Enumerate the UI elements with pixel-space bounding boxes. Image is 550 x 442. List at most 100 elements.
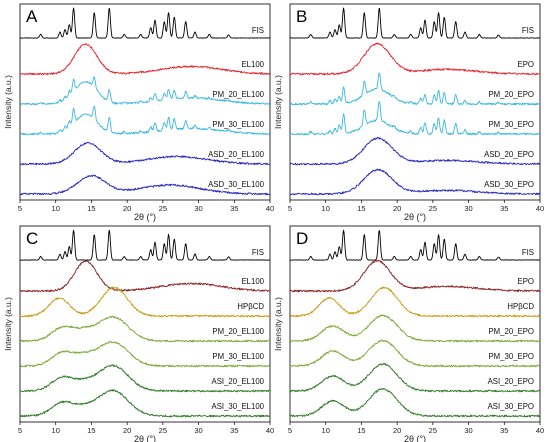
series-line-asd-20-epo: [289, 136, 541, 166]
series-line-epo: [289, 42, 541, 76]
series-label: HPβCD: [507, 302, 534, 311]
x-tick-label: 25: [429, 204, 437, 213]
series-label: PM_20_EL100: [212, 327, 264, 336]
x-tick-label: 40: [266, 426, 274, 435]
series-line-fis: [19, 229, 271, 261]
series-label: ASD_30_EPO: [484, 180, 534, 189]
series-label: ASD_30_EL100: [208, 180, 265, 189]
x-tick-label: 35: [500, 426, 508, 435]
plot-frame: [289, 3, 541, 201]
x-tick-label: 10: [52, 426, 60, 435]
x-axis-label: 2θ (°): [404, 434, 426, 442]
series-label: ASI_30_EL100: [212, 402, 265, 411]
series-line-pm-20-epo: [289, 72, 541, 106]
series-line-hp-cd: [289, 286, 541, 318]
series-line-asd-30-epo: [289, 168, 541, 196]
x-tick-label: 10: [322, 204, 330, 213]
x-tick-label: 15: [87, 426, 95, 435]
x-tick-label: 30: [194, 426, 202, 435]
x-tick-label: 35: [230, 204, 238, 213]
series-line-hp-cd: [19, 286, 271, 318]
x-tick-label: 5: [18, 426, 22, 435]
x-tick-label: 20: [123, 204, 131, 213]
series-label: PM_30_EPO: [488, 120, 534, 129]
x-tick-label: 40: [536, 426, 544, 435]
series-line-pm-20-el100: [19, 315, 271, 343]
x-tick-label: 15: [87, 204, 95, 213]
plot-frame: [19, 225, 271, 423]
x-tick-label: 10: [322, 426, 330, 435]
series-line-asi-20-epo: [289, 362, 541, 393]
series-line-asi-30-el100: [19, 389, 271, 418]
series-line-fis: [289, 7, 541, 39]
series-label: ASI_30_EPO: [488, 402, 534, 411]
y-axis-label: Intensity (a.u.): [3, 297, 13, 351]
series-label: FIS: [522, 248, 534, 257]
x-axis-label: 2θ (°): [134, 434, 156, 442]
y-axis-label: Intensity (a.u.): [273, 297, 283, 351]
x-tick-label: 35: [230, 426, 238, 435]
series-label: PM_20_EPO: [488, 90, 534, 99]
panel-b: B 5 10 15 20 25 30 35 40 2θ (°) Intensity (a.u.) FI…: [273, 3, 544, 222]
x-tick-label: 25: [429, 426, 437, 435]
series-label: ASI_20_EL100: [212, 377, 265, 386]
x-tick-label: 40: [266, 204, 274, 213]
series-line-fis: [19, 7, 271, 39]
x-tick-label: 25: [159, 426, 167, 435]
panel-c: C 5 10 15 20 25 30 35 40 2θ (°) Intensity (a.u.) FI…: [3, 225, 274, 442]
x-tick-label: 35: [500, 204, 508, 213]
x-tick-label: 30: [194, 204, 202, 213]
plot-frame: [289, 225, 541, 423]
series-label: EL100: [241, 277, 264, 286]
y-axis-label: Intensity (a.u.): [3, 75, 13, 129]
x-tick-label: 30: [464, 204, 472, 213]
x-tick-label: 40: [536, 204, 544, 213]
series-line-pm-30-epo: [289, 339, 541, 368]
series-label: FIS: [522, 26, 534, 35]
x-axis-label: 2θ (°): [134, 212, 156, 222]
series-label: FIS: [252, 26, 264, 35]
series-line-pm-30-el100: [19, 341, 271, 368]
series-label: PM_30_EL100: [212, 352, 264, 361]
series-line-fis: [290, 229, 540, 261]
x-tick-label: 5: [288, 204, 292, 213]
series-label: EPO: [518, 60, 534, 69]
series-line-el100: [19, 260, 271, 293]
y-axis-label: Intensity (a.u.): [273, 75, 283, 129]
x-tick-label: 30: [464, 426, 472, 435]
x-tick-label: 15: [357, 204, 365, 213]
series-label: PM_20_EPO: [488, 327, 534, 336]
series-label: EPO: [518, 277, 534, 286]
panel-letter: D: [296, 229, 308, 248]
x-tick-label: 20: [393, 426, 401, 435]
series-label: PM_20_EL100: [212, 90, 264, 99]
x-tick-label: 20: [123, 426, 131, 435]
x-tick-label: 25: [159, 204, 167, 213]
x-tick-label: 10: [52, 204, 60, 213]
series-label: EL100: [241, 60, 264, 69]
panel-letter: C: [26, 229, 38, 248]
x-tick-label: 5: [288, 426, 292, 435]
x-tick-label: 5: [18, 204, 22, 213]
series-line-pm-20-epo: [289, 314, 541, 343]
x-axis-label: 2θ (°): [404, 212, 426, 222]
series-line-pm-20-el100: [19, 76, 271, 106]
panel-letter: B: [296, 7, 307, 26]
series-label: ASD_20_EL100: [208, 150, 265, 159]
series-line-pm-30-el100: [19, 105, 271, 136]
series-line-asi-30-epo: [289, 387, 541, 418]
panel-a: A 5 10 15 20 25 30 35 40 2θ (°) Intensity (a.u.) FI…: [3, 3, 274, 222]
series-label: PM_30_EL100: [212, 120, 264, 129]
series-line-pm-30-epo: [289, 101, 541, 136]
panel-d: D 5 10 15 20 25 30 35 40 2θ (°) Intensity (a.u.) FI…: [273, 225, 544, 442]
series-label: HPβCD: [237, 302, 264, 311]
series-line-asd-20-el100: [19, 141, 271, 166]
series-line-asd-30-el100: [19, 174, 271, 196]
series-line-epo: [289, 259, 541, 293]
series-line-asi-20-el100: [19, 364, 271, 393]
series-label: ASI_20_EPO: [488, 377, 534, 386]
series-label: FIS: [252, 248, 264, 257]
series-label: PM_30_EPO: [488, 352, 534, 361]
series-label: ASD_20_EPO: [484, 150, 534, 159]
